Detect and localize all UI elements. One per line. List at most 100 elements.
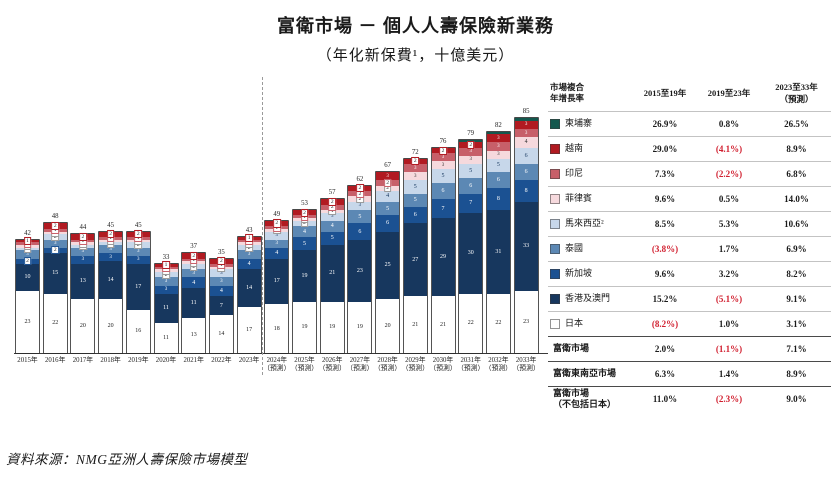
market-name-cell: 富衛東南亞市場	[548, 368, 634, 379]
market-name-cell: 香港及澳門	[548, 293, 634, 304]
segment-value: 14	[246, 285, 253, 292]
segment-value: 6	[441, 188, 445, 195]
table-row-新加坡: 新加坡 9.6% 3.2% 8.2%	[548, 261, 831, 286]
x-axis-label: 2021年	[183, 357, 204, 364]
segment-新加坡: 5	[320, 231, 344, 246]
table-row-越南: 越南 29.0% (4.1%) 8.9%	[548, 136, 831, 161]
segment-新加坡: 5	[293, 236, 316, 251]
segment-value: 11	[190, 300, 197, 307]
bar-2033年: 23 33 8 6 6 4 3 3 85 2033年 （預測）	[513, 108, 540, 372]
segment-value: 3	[497, 144, 500, 149]
segment-柬埔寨	[514, 118, 538, 121]
segment-馬來西亞: 3	[209, 269, 233, 278]
cagr-value: 6.3%	[654, 369, 676, 379]
legend-swatch	[550, 294, 560, 304]
segment-value: 3	[81, 257, 85, 263]
segment-馬來西亞: 5	[486, 158, 510, 173]
bar-2021年: 1311432112372021年	[182, 243, 206, 364]
segment-value: 5	[358, 213, 362, 220]
segment-新加坡: 4	[265, 247, 289, 259]
segment-新加坡: 3	[99, 253, 123, 262]
cagr-value: 26.9%	[652, 119, 678, 129]
segment-香港及澳門: 30	[459, 212, 483, 294]
segment-value: 21	[329, 270, 336, 277]
market-name: 日本	[565, 318, 584, 329]
x-axis-label: 2030年 （預測）	[429, 357, 457, 373]
x-axis-label: 2023年	[238, 357, 260, 364]
segment-香港及澳門: 11	[182, 288, 206, 318]
segment-泰國: 6	[431, 182, 455, 200]
market-name-cell: 印尼	[548, 168, 634, 179]
table-row-日本: 日本 (8.2%) 1.0% 3.1%	[548, 311, 831, 336]
segment-新加坡: 6	[403, 207, 427, 224]
segment-value: 21	[440, 321, 446, 328]
segment-value-tag: 2	[411, 157, 420, 166]
page-title: 富衛市場 － 個人人壽保險新業務	[277, 16, 554, 36]
segment-馬來西亞: 3	[265, 231, 289, 240]
segment-value-tag: 2	[272, 219, 281, 228]
market-name: 富衛市場 （不包括日本）	[553, 387, 617, 409]
legend-swatch	[550, 169, 560, 179]
segment-馬來西亞: 5	[431, 169, 455, 183]
market-name-cell: 越南	[548, 143, 634, 154]
x-axis-label: 2026年 （預測）	[318, 357, 346, 373]
cagr-value: (2.3%)	[715, 394, 743, 404]
segment-value: 3	[469, 157, 472, 163]
segment-日本: 20	[376, 299, 400, 353]
segment-value: 3	[275, 233, 279, 239]
segment-value: 13	[190, 332, 197, 339]
segment-日本: 13	[182, 317, 206, 353]
cagr-value: 8.9%	[786, 144, 807, 154]
x-axis-label: 2017年	[72, 357, 94, 364]
segment-菲律賓: 4	[514, 137, 538, 148]
bar-total-label: 57	[328, 189, 336, 197]
segment-value: 17	[135, 283, 142, 290]
forecast-divider	[261, 77, 263, 375]
cagr-value: 0.5%	[718, 194, 740, 204]
segment-新加坡: 8	[486, 188, 510, 210]
cagr-value: 15.2%	[652, 294, 678, 304]
segment-value: 6	[524, 169, 528, 176]
bar-2017年: 2013331112442017年	[71, 224, 95, 364]
segment-柬埔寨	[486, 131, 510, 135]
x-axis-label: 2018年	[100, 357, 121, 364]
segment-新加坡: 6	[348, 223, 372, 240]
cagr-value: 29.0%	[652, 144, 678, 154]
segment-value: 20	[107, 323, 114, 329]
bar-2032年: 22 31 8 6 5 3 3 3 82 2032年 （預測）	[485, 122, 512, 373]
bar-total-label: 62	[356, 175, 364, 183]
market-name-cell: 菲律賓	[548, 193, 634, 204]
segment-越南: 2	[320, 197, 344, 206]
segment-value-tag: 1	[162, 261, 170, 270]
bar-2019年: 1617332112452019年	[126, 222, 150, 364]
segment-泰國: 3	[209, 277, 233, 286]
segment-越南: 2	[99, 230, 123, 239]
segment-value-tag: 1	[23, 236, 32, 246]
segment-value: 5	[330, 235, 334, 242]
segment-value: 25	[384, 262, 391, 269]
x-axis-label: 2022年	[211, 357, 232, 364]
segment-泰國: 3	[126, 247, 150, 256]
segment-value: 5	[413, 197, 417, 204]
table-row-富衛市場: 富衛市場 2.0% (1.1%) 7.1%	[548, 336, 831, 361]
segment-value: 19	[301, 324, 308, 331]
cagr-value: 6.8%	[786, 169, 807, 179]
segment-value: 30	[467, 250, 474, 257]
bar-2022年: 147433112352022年	[209, 249, 233, 364]
segment-value: 3	[441, 162, 445, 168]
segment-越南: 2	[293, 208, 316, 217]
cagr-value: 14.0%	[784, 194, 809, 204]
segment-value: 11	[163, 335, 169, 342]
cagr-value: (8.2%)	[651, 319, 679, 329]
segment-越南: 3	[514, 120, 538, 129]
cagr-value: (1.1%)	[715, 344, 743, 354]
table-row-富衛東南亞市場: 富衛東南亞市場 6.3% 1.4% 8.9%	[548, 361, 831, 386]
segment-泰國: 3	[43, 239, 67, 248]
segment-新加坡: 3	[126, 255, 150, 264]
segment-value: 6	[413, 212, 417, 219]
bar-total-label: 67	[384, 162, 391, 170]
segment-value: 3	[137, 257, 140, 263]
bar-2024年: 1817433112492024年 （預測）	[263, 211, 290, 373]
market-name: 香港及澳門	[565, 293, 611, 304]
segment-value: 22	[52, 320, 59, 327]
